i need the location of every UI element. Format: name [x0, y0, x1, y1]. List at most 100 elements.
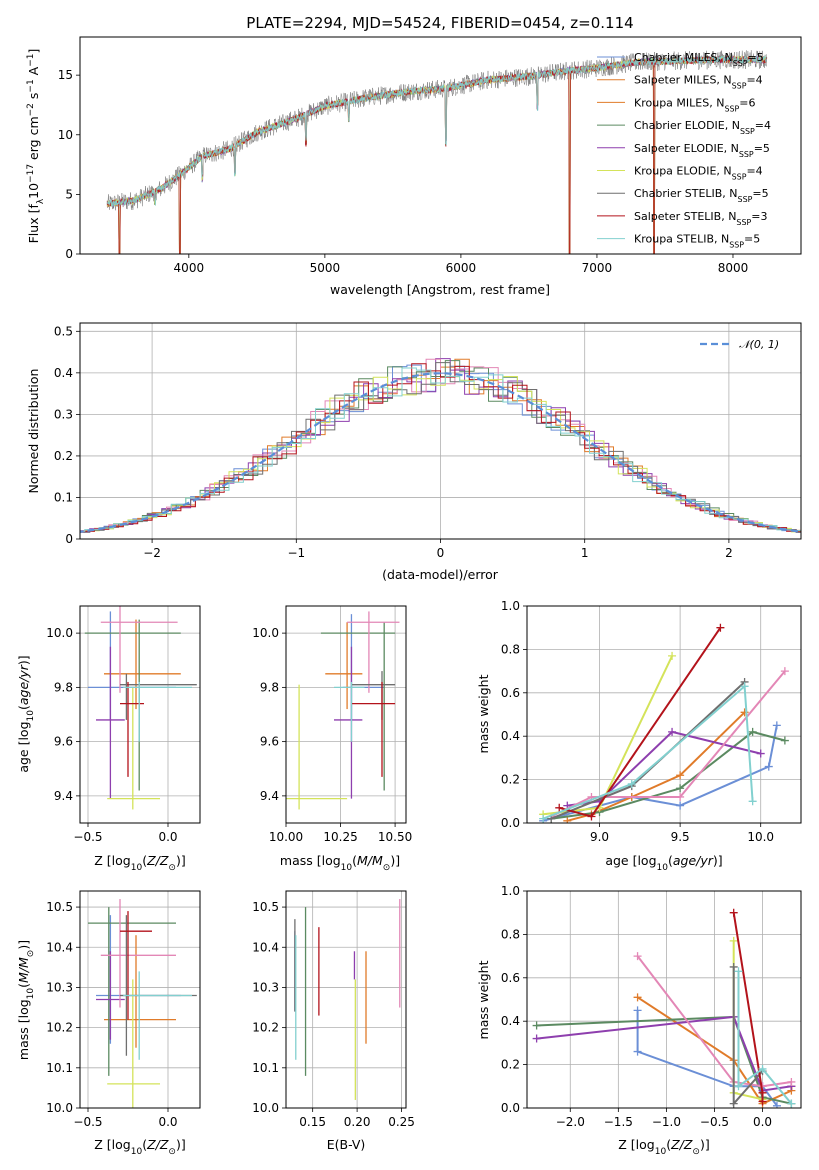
y-tick-label: 0.2: [54, 449, 73, 463]
axis-frame: [285, 605, 407, 824]
weight-marker: [729, 962, 738, 971]
weight-marker: [729, 1099, 738, 1108]
legend-label: Chabrier STELIB, NSSP=5: [634, 187, 769, 204]
y-tick-label: 0: [65, 532, 73, 546]
weight-marker: [729, 908, 738, 917]
weight-marker: [748, 727, 757, 736]
weight-marker: [756, 749, 765, 758]
x-tick-label: 0: [437, 546, 445, 560]
plot-area-weight-vs-Z: [532, 908, 796, 1108]
y-tick-label: 10.3: [46, 980, 73, 994]
weight-marker: [772, 721, 781, 730]
y-tick-label: 0.4: [501, 1014, 520, 1028]
legend-label: Kroupa MILES, NSSP=6: [634, 96, 755, 113]
y-tick-label: 10: [58, 128, 73, 142]
x-tick-label: 0.15: [299, 1115, 326, 1129]
y-tick-label: 0.6: [501, 971, 520, 985]
legend-label: Kroupa ELODIE, NSSP=4: [634, 165, 763, 182]
x-tick-label: 10.0: [747, 830, 774, 844]
axes-age-vs-Z: −0.5 0.0 9.4 9.6 9.8 10.0: [46, 605, 201, 844]
residuals-legend: 𝒩(0, 1): [700, 338, 779, 351]
histogram-cyan: [80, 367, 801, 532]
y-tick-label: 0.0: [501, 816, 520, 830]
weight-line-pink: [636, 955, 792, 1088]
y-tick-label: 10.1: [46, 1061, 73, 1075]
x-tick-label: 0.0: [753, 1115, 772, 1129]
errorbar-orange: [325, 622, 363, 710]
x-tick-label: 7000: [582, 261, 613, 275]
x-tick-label: 8000: [718, 261, 749, 275]
errorbar-red: [351, 681, 396, 777]
x-tick-label: 9.5: [671, 830, 690, 844]
y-tick-label: 9.6: [260, 735, 279, 749]
axis-frame: [79, 605, 201, 824]
y-tick-label: 0.2: [501, 1058, 520, 1072]
weight-line-yellowgreen: [542, 655, 674, 816]
x-tick-label: −1.0: [652, 1115, 681, 1129]
y-tick-label: 1.0: [501, 884, 520, 898]
spectrum-legend: Chabrier MILES, NSSP=5 Salpeter MILES, NS…: [597, 51, 771, 249]
y-tick-label: 9.8: [260, 680, 279, 694]
plot-area-age-vs-Z: [84, 606, 197, 810]
weight-marker: [668, 727, 677, 736]
y-tick-label: 10.0: [252, 626, 279, 640]
weight-marker: [740, 682, 749, 691]
axis-frame: [79, 890, 201, 1109]
weight-marker: [772, 1101, 781, 1108]
errorbar-yellowgreen: [107, 687, 160, 810]
weight-marker: [729, 936, 738, 945]
errorbar-cyan: [123, 681, 192, 742]
age-Z-ylabel: age [log10(age/yr)]: [16, 655, 36, 772]
y-tick-label: 0.8: [501, 642, 520, 656]
histogram-yellowgreen: [80, 376, 801, 533]
y-tick-label: 0: [65, 247, 73, 261]
weight-marker: [633, 952, 642, 961]
y-tick-label: 9.4: [54, 789, 73, 803]
weight-line-purple: [536, 1015, 792, 1092]
legend-label: Salpeter STELIB, NSSP=3: [634, 210, 767, 227]
y-tick-label: 0.4: [501, 729, 520, 743]
y-tick-label: 0.8: [501, 927, 520, 941]
errorbar-red: [120, 911, 152, 1020]
weight-marker: [764, 762, 773, 771]
y-tick-label: 10.2: [46, 1021, 73, 1035]
x-tick-label: −0.5: [700, 1115, 729, 1129]
weight-marker: [758, 1097, 767, 1106]
x-tick-label: −0.5: [73, 1115, 102, 1129]
plot-area-residuals: [80, 358, 801, 534]
errorbar-pink: [100, 606, 178, 693]
errorbar-green: [320, 622, 396, 791]
age-Z-xlabel: Z [log10(Z/Z⊙)]: [94, 853, 185, 873]
axes-spectrum: 4000 5000 6000 7000 8000 0 5 10 15: [58, 36, 802, 275]
errorbar-gray: [120, 915, 197, 1056]
mass-ebv-xlabel: E(B-V): [327, 1137, 366, 1152]
weight-marker: [787, 1099, 796, 1108]
weight-marker: [532, 1021, 541, 1030]
weight-line-orange: [567, 711, 746, 822]
x-tick-label: 10.00: [269, 830, 303, 844]
residuals-xlabel: (data-model)/error: [382, 567, 499, 582]
legend-label: Chabrier ELODIE, NSSP=4: [634, 119, 771, 136]
spectrum-title: PLATE=2294, MJD=54524, FIBERID=0454, z=0…: [246, 14, 633, 32]
weight-marker: [758, 1088, 767, 1097]
y-tick-label: 0.5: [54, 324, 73, 338]
residuals-ylabel: Normed distribution: [26, 369, 41, 494]
weight-line-green: [536, 1015, 792, 1105]
legend-label: Kroupa STELIB, NSSP=5: [634, 233, 760, 250]
x-tick-label: 0.20: [344, 1115, 371, 1129]
errorbar-purple: [96, 646, 125, 799]
y-tick-label: 10.2: [252, 1021, 279, 1035]
errorbar-green: [88, 907, 176, 1076]
plot-area-weight-vs-age: [539, 623, 789, 823]
errorbar-orange: [104, 935, 176, 1048]
x-tick-label: 1: [581, 546, 589, 560]
y-tick-label: 15: [58, 68, 73, 82]
age-mass-xlabel: mass [log10(M/M⊙)]: [280, 853, 400, 873]
errorbar-red: [120, 681, 144, 777]
weight-marker: [627, 779, 636, 788]
weight-marker: [787, 1077, 796, 1086]
legend-label: 𝒩(0, 1): [739, 338, 779, 351]
x-tick-label: −1: [287, 546, 305, 560]
x-tick-label: 0.0: [158, 830, 177, 844]
